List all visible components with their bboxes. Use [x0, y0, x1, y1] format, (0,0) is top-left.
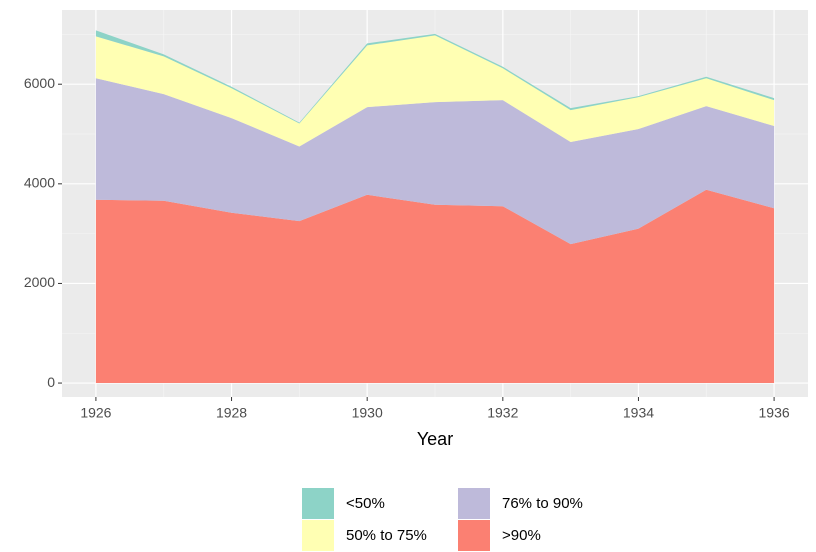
x-tick-label: 1934: [623, 405, 654, 421]
area: [95, 78, 775, 245]
legend-key: [302, 520, 334, 551]
x-axis-title: Year: [417, 429, 453, 449]
x-tick-label: 1928: [216, 405, 247, 421]
y-tick-label: 2000: [24, 274, 55, 290]
legend-key: [458, 520, 490, 551]
legend-key: [302, 488, 334, 519]
y-tick-label: 0: [47, 374, 55, 390]
legend-label: >90%: [502, 527, 541, 544]
x-tick-label: 1930: [352, 405, 383, 421]
y-tick-label: 6000: [24, 75, 55, 91]
area: [95, 189, 775, 384]
x-tick-label: 1932: [487, 405, 518, 421]
x-tick-label: 1936: [759, 405, 790, 421]
legend-key: [458, 488, 490, 519]
legend-label: 76% to 90%: [502, 495, 583, 512]
y-tick-label: 4000: [24, 175, 55, 191]
legend-label: <50%: [346, 495, 385, 512]
area: [95, 35, 775, 147]
x-tick-label: 1926: [80, 405, 111, 421]
legend-label: 50% to 75%: [346, 527, 427, 544]
